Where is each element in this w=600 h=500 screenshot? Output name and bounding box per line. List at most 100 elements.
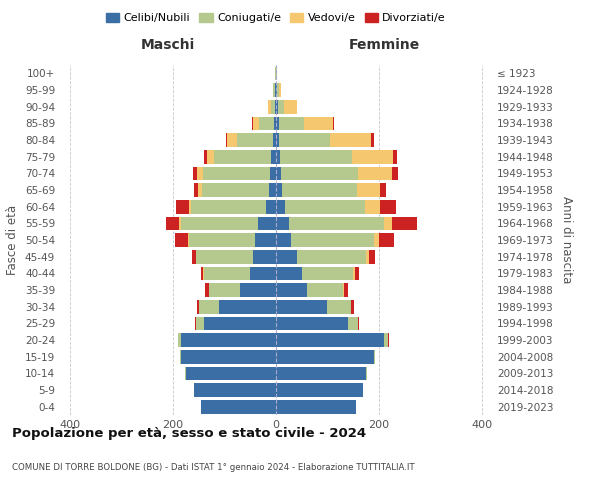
Y-axis label: Anni di nascita: Anni di nascita: [560, 196, 573, 284]
Bar: [259, 116, 274, 130]
Bar: [330, 133, 371, 147]
Text: Maschi: Maschi: [141, 38, 195, 52]
Bar: [374, 350, 375, 364]
Bar: [276, 183, 282, 197]
Bar: [271, 150, 276, 164]
Bar: [205, 283, 209, 297]
Bar: [204, 316, 276, 330]
Bar: [196, 316, 204, 330]
Bar: [276, 316, 348, 330]
Bar: [253, 116, 259, 130]
Bar: [180, 350, 181, 364]
Bar: [358, 316, 359, 330]
Bar: [198, 183, 202, 197]
Bar: [276, 216, 289, 230]
Bar: [285, 200, 365, 213]
Bar: [202, 183, 269, 197]
Bar: [181, 333, 276, 347]
Bar: [282, 183, 357, 197]
Bar: [352, 150, 393, 164]
Bar: [194, 383, 276, 397]
Bar: [289, 216, 384, 230]
Bar: [353, 266, 355, 280]
Bar: [238, 133, 274, 147]
Bar: [253, 250, 276, 264]
Bar: [304, 116, 332, 130]
Bar: [276, 116, 278, 130]
Bar: [209, 283, 240, 297]
Y-axis label: Fasce di età: Fasce di età: [7, 205, 19, 275]
Bar: [365, 200, 380, 213]
Bar: [206, 150, 214, 164]
Bar: [250, 266, 276, 280]
Bar: [195, 316, 196, 330]
Bar: [196, 250, 253, 264]
Bar: [269, 183, 276, 197]
Bar: [274, 116, 276, 130]
Bar: [384, 216, 392, 230]
Bar: [392, 216, 418, 230]
Bar: [214, 150, 271, 164]
Bar: [226, 133, 227, 147]
Bar: [220, 300, 276, 314]
Bar: [276, 200, 285, 213]
Bar: [270, 166, 276, 180]
Bar: [276, 283, 307, 297]
Bar: [194, 183, 198, 197]
Bar: [351, 300, 353, 314]
Bar: [328, 300, 350, 314]
Bar: [276, 383, 364, 397]
Bar: [166, 216, 179, 230]
Bar: [278, 133, 330, 147]
Bar: [193, 166, 197, 180]
Bar: [276, 83, 277, 97]
Bar: [256, 233, 276, 247]
Bar: [276, 366, 366, 380]
Bar: [186, 366, 276, 380]
Bar: [275, 100, 276, 114]
Bar: [258, 216, 276, 230]
Bar: [268, 100, 271, 114]
Bar: [355, 266, 359, 280]
Bar: [302, 266, 353, 280]
Bar: [277, 83, 278, 97]
Bar: [276, 333, 384, 347]
Bar: [276, 266, 302, 280]
Bar: [203, 166, 270, 180]
Bar: [344, 283, 348, 297]
Bar: [276, 166, 281, 180]
Bar: [274, 83, 275, 97]
Bar: [188, 233, 256, 247]
Bar: [366, 250, 368, 264]
Bar: [284, 100, 296, 114]
Bar: [276, 100, 278, 114]
Bar: [281, 166, 358, 180]
Bar: [181, 216, 258, 230]
Bar: [197, 300, 199, 314]
Bar: [199, 300, 220, 314]
Bar: [358, 166, 392, 180]
Bar: [204, 266, 250, 280]
Bar: [384, 333, 388, 347]
Bar: [201, 266, 203, 280]
Bar: [379, 233, 394, 247]
Bar: [392, 166, 398, 180]
Bar: [280, 150, 352, 164]
Bar: [276, 233, 292, 247]
Bar: [371, 133, 374, 147]
Bar: [240, 283, 276, 297]
Bar: [380, 183, 386, 197]
Bar: [296, 250, 366, 264]
Bar: [178, 333, 181, 347]
Bar: [176, 200, 188, 213]
Bar: [276, 150, 280, 164]
Text: Femmine: Femmine: [349, 38, 419, 52]
Bar: [191, 200, 266, 213]
Bar: [197, 166, 203, 180]
Bar: [278, 83, 281, 97]
Bar: [278, 100, 284, 114]
Bar: [374, 233, 379, 247]
Bar: [292, 233, 374, 247]
Bar: [276, 250, 296, 264]
Text: COMUNE DI TORRE BOLDONE (BG) - Dati ISTAT 1° gennaio 2024 - Elaborazione TUTTITA: COMUNE DI TORRE BOLDONE (BG) - Dati ISTA…: [12, 462, 415, 471]
